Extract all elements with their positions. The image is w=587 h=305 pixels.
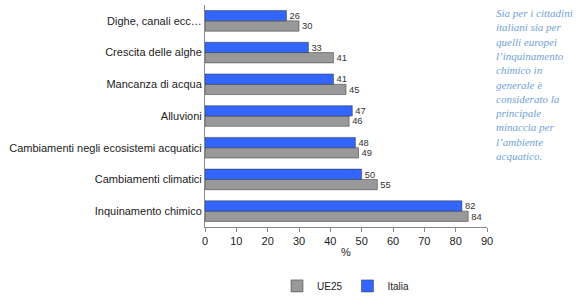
svg-text:30: 30 [293, 235, 305, 247]
svg-text:50: 50 [356, 235, 368, 247]
svg-text:45: 45 [349, 85, 359, 95]
svg-text:0: 0 [202, 235, 208, 247]
svg-text:Crescita delle alghe: Crescita delle alghe [105, 46, 202, 58]
svg-text:Alluvioni: Alluvioni [161, 110, 202, 122]
svg-text:Sia per i cittadiniitaliani si: Sia per i cittadiniitaliani sia perquell… [495, 7, 573, 162]
svg-text:30: 30 [302, 21, 312, 31]
svg-text:40: 40 [324, 235, 336, 247]
svg-text:20: 20 [262, 235, 274, 247]
svg-text:33: 33 [311, 43, 321, 53]
svg-text:48: 48 [358, 138, 368, 148]
svg-text:84: 84 [471, 212, 481, 222]
svg-text:UE25: UE25 [317, 281, 342, 292]
svg-text:41: 41 [336, 53, 346, 63]
svg-text:70: 70 [418, 235, 430, 247]
svg-text:50: 50 [365, 170, 375, 180]
svg-text:90: 90 [481, 235, 493, 247]
svg-text:Cambiamenti climatici: Cambiamenti climatici [95, 173, 202, 185]
svg-text:46: 46 [352, 116, 362, 126]
svg-text:49: 49 [362, 148, 372, 158]
svg-text:82: 82 [465, 201, 475, 211]
svg-text:Mancanza di acqua: Mancanza di acqua [106, 78, 202, 90]
svg-text:%: % [341, 246, 351, 258]
svg-text:41: 41 [336, 74, 346, 84]
svg-text:10: 10 [230, 235, 242, 247]
svg-text:Italia: Italia [387, 281, 409, 292]
svg-text:60: 60 [387, 235, 399, 247]
svg-text:80: 80 [450, 235, 462, 247]
svg-text:Dighe, canali ecc…: Dighe, canali ecc… [107, 15, 202, 27]
svg-text:Inquinamento chimico: Inquinamento chimico [95, 205, 202, 217]
svg-text:55: 55 [380, 180, 390, 190]
svg-text:26: 26 [289, 11, 299, 21]
svg-text:47: 47 [355, 106, 365, 116]
svg-text:Cambiamenti negli ecosistemi a: Cambiamenti negli ecosistemi acquatici [9, 142, 202, 154]
